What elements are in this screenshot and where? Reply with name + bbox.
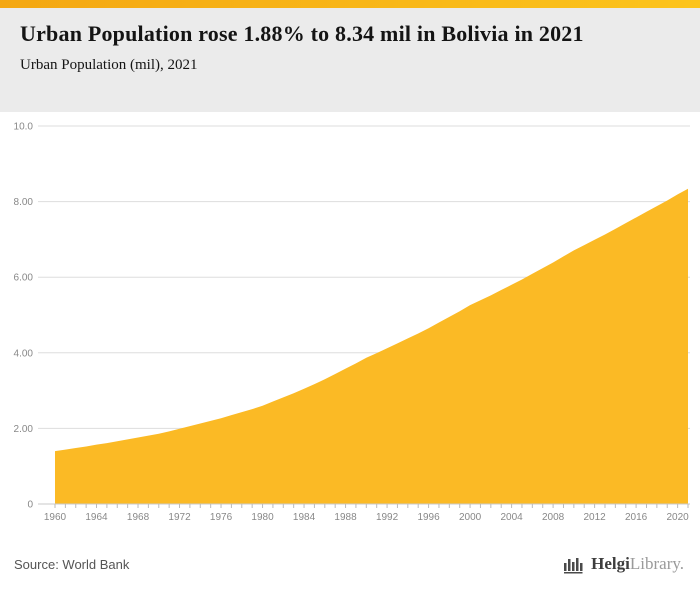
top-accent-bar	[0, 0, 700, 8]
y-axis-tick-label: 8.00	[14, 197, 34, 208]
x-axis-tick-label: 1968	[127, 512, 150, 523]
x-axis-tick-label: 2000	[459, 512, 482, 523]
x-axis-tick-label: 2008	[542, 512, 565, 523]
footer: Source: World Bank HelgiLibrary.	[0, 542, 700, 586]
x-axis-tick-label: 1964	[85, 512, 108, 523]
page-title: Urban Population rose 1.88% to 8.34 mil …	[20, 21, 584, 46]
x-axis-tick-label: 1976	[210, 512, 233, 523]
x-axis-tick-label: 1980	[251, 512, 274, 523]
y-axis-tick-label: 10.0	[14, 122, 34, 133]
y-axis-tick-label: 4.00	[14, 348, 34, 359]
x-axis-tick-label: 2012	[583, 512, 606, 523]
y-axis-tick-label: 0	[27, 500, 33, 511]
logo-text-secondary: Library.	[629, 554, 684, 573]
x-axis-tick-label: 1992	[376, 512, 399, 523]
logo-text-primary: Helgi	[591, 554, 630, 573]
x-axis-tick-label: 1972	[168, 512, 191, 523]
chart-area: 0 2.00 4.00 6.00 8.00 10.0 1960 1964 1968 1972 197…	[0, 112, 700, 536]
x-axis-tick-label: 1984	[293, 512, 316, 523]
helgilibrary-logo: HelgiLibrary.	[563, 554, 684, 574]
area-chart: 0 2.00 4.00 6.00 8.00 10.0 1960 1964 1968 1972 197…	[14, 122, 690, 523]
y-axis-tick-label: 2.00	[14, 424, 34, 435]
logo-text: HelgiLibrary.	[591, 554, 684, 574]
urban-population-area-series	[55, 188, 688, 505]
x-axis-tick-label: 1960	[44, 512, 67, 523]
chart-header: Urban Population rose 1.88% to 8.34 mil …	[0, 8, 700, 112]
x-axis-tick-label: 1996	[417, 512, 440, 523]
chart-subtitle: Urban Population (mil), 2021	[20, 56, 198, 73]
x-axis-tick-label: 2020	[666, 512, 689, 523]
x-axis-tick-label: 2016	[625, 512, 648, 523]
helgilibrary-logo-icon	[564, 558, 583, 574]
x-axis-tick-label: 1988	[334, 512, 357, 523]
source-label: Source: World Bank	[14, 556, 130, 572]
x-axis-tick-label: 2004	[500, 512, 523, 523]
y-axis-tick-label: 6.00	[14, 273, 34, 284]
